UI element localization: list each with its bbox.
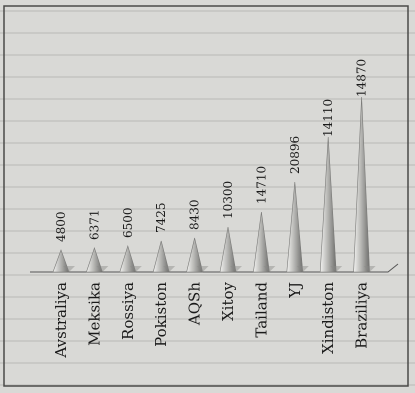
cone-shadow-5 <box>230 266 242 272</box>
cone-shadow-1 <box>96 266 109 272</box>
category-label-7: YJ <box>286 282 304 299</box>
category-label-6: Tailand <box>252 282 270 338</box>
cone-bar-4 <box>186 237 203 273</box>
cone-bar-6 <box>253 211 270 273</box>
cone-shadow-8 <box>330 266 343 272</box>
category-label-3: Pokiston <box>152 282 170 347</box>
cone-shadow-2 <box>129 266 142 272</box>
cone-shadow-3 <box>163 266 176 272</box>
category-label-5: Xitoy <box>219 281 237 321</box>
cone-shadow-4 <box>196 266 209 272</box>
cone-bar-8 <box>319 136 337 273</box>
cone-shadow-7 <box>296 266 309 272</box>
cone-bar-9 <box>353 96 370 273</box>
value-label-7: 20896 <box>288 136 302 174</box>
value-label-4: 8430 <box>188 199 202 230</box>
value-label-1: 6371 <box>87 209 101 240</box>
value-label-3: 7425 <box>154 202 168 233</box>
category-label-8: Xindiston <box>319 282 337 354</box>
category-label-1: Meksika <box>85 282 103 346</box>
cone-bar-1 <box>85 247 103 273</box>
category-label-4: AQSh <box>186 282 204 326</box>
cone-shadow-0 <box>63 266 75 272</box>
cone-bar-5 <box>219 226 237 273</box>
base-line <box>30 263 399 273</box>
value-label-8: 14110 <box>321 99 335 137</box>
value-label-2: 6500 <box>121 207 135 238</box>
category-label-9: Braziliya <box>353 282 371 349</box>
value-label-0: 4800 <box>54 211 68 242</box>
value-label-6: 14710 <box>254 166 268 204</box>
category-label-2: Rossiya <box>119 282 137 340</box>
cone-bar-2 <box>119 244 137 273</box>
cone-bar-0 <box>52 249 70 273</box>
value-label-9: 14870 <box>355 59 369 97</box>
cone-bar-7 <box>286 181 304 273</box>
cone-bar-3 <box>152 240 170 273</box>
cone-shadow-9 <box>363 266 376 272</box>
value-label-5: 10300 <box>221 181 235 219</box>
category-label-0: Avstraliya <box>52 282 70 359</box>
figure-frame <box>3 5 409 387</box>
cone-shadow-6 <box>263 266 276 272</box>
